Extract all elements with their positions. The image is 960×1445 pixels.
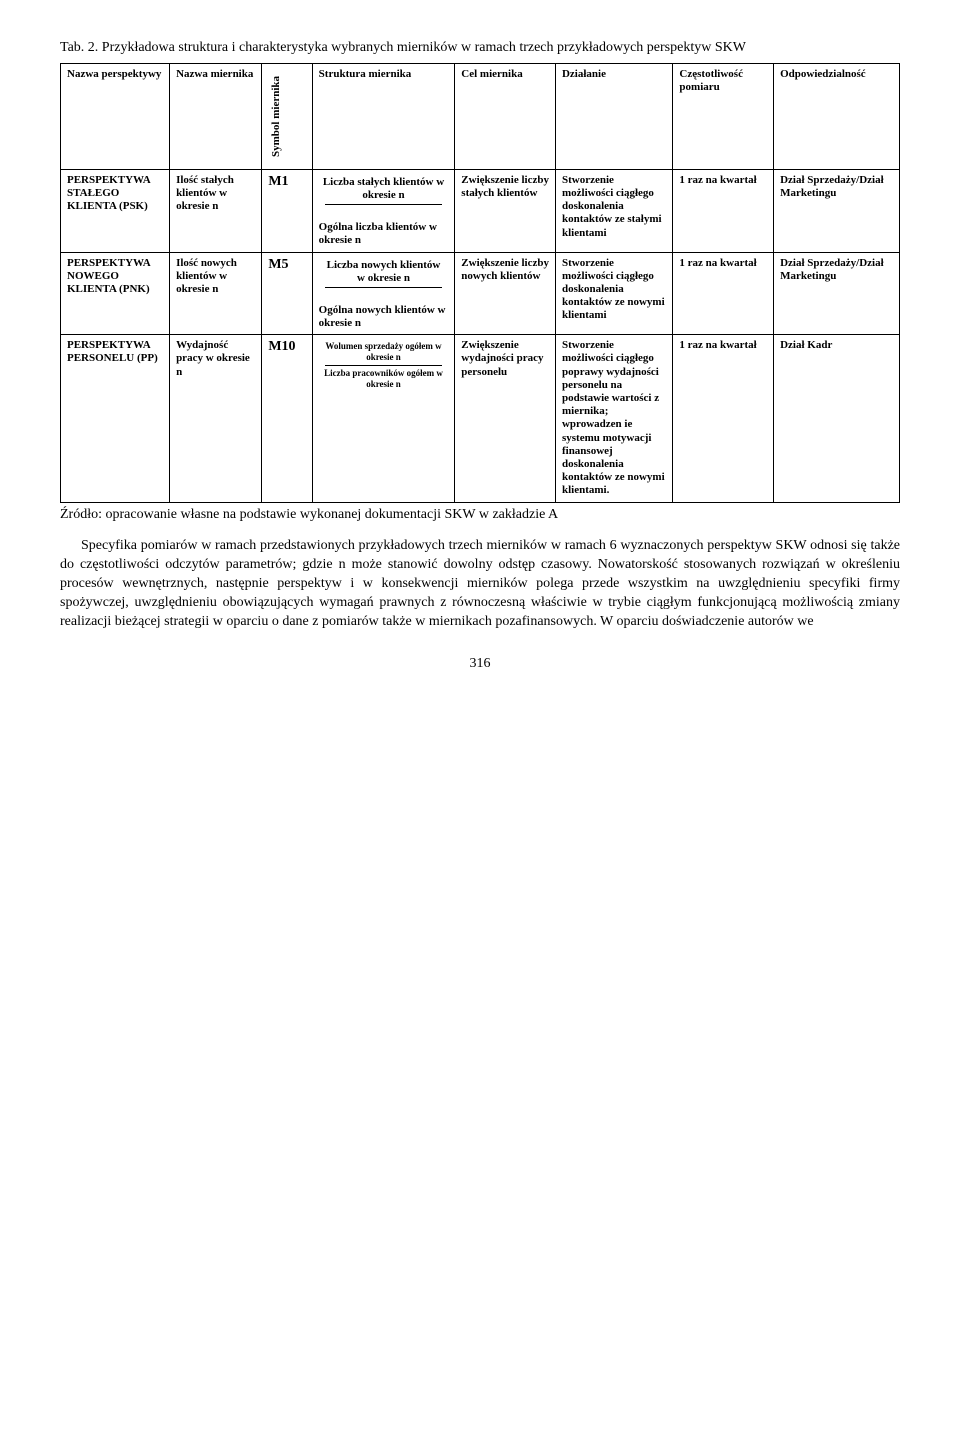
cell-sym: M5 [262, 252, 312, 335]
header-struct: Struktura miernika [312, 63, 455, 169]
table-caption: Tab. 2. Przykładowa struktura i charakte… [60, 40, 900, 57]
header-dzial: Działanie [555, 63, 672, 169]
cell-nazwa: Wydajność pracy w okresie n [170, 335, 262, 502]
cell-struct: Wolumen sprzedaży ogółem w okresie n Lic… [312, 335, 455, 502]
header-odp: Odpowiedzialność [774, 63, 900, 169]
cell-cel: Zwiększenie wydajności pracy personelu [455, 335, 556, 502]
cell-cel: Zwiększenie liczby nowych klientów [455, 252, 556, 335]
cell-persp: PERSPEKTYWA PERSONELU (PP) [61, 335, 170, 502]
cell-freq: 1 raz na kwartał [673, 335, 774, 502]
table-source: Źródło: opracowanie własne na podstawie … [60, 507, 900, 524]
header-symbol: Symbol miernika [262, 63, 312, 169]
cell-persp: PERSPEKTYWA STAŁEGO KLIENTA (PSK) [61, 169, 170, 252]
cell-freq: 1 raz na kwartał [673, 252, 774, 335]
body-paragraph: Specyfika pomiarów w ramach przedstawion… [60, 537, 900, 631]
table-row: PERSPEKTYWA STAŁEGO KLIENTA (PSK) Ilość … [61, 169, 900, 252]
table-row: PERSPEKTYWA NOWEGO KLIENTA (PNK) Ilość n… [61, 252, 900, 335]
cell-dzial: Stworzenie możliwości ciągłego doskonale… [555, 252, 672, 335]
cell-odp: Dział Sprzedaży/Dział Marketingu [774, 252, 900, 335]
cell-struct: Liczba stałych klientów w okresie n Ogól… [312, 169, 455, 252]
metrics-table: Nazwa perspektywy Nazwa miernika Symbol … [60, 63, 900, 503]
cell-nazwa: Ilość stałych klientów w okresie n [170, 169, 262, 252]
cell-dzial: Stworzenie możliwości ciągłego poprawy w… [555, 335, 672, 502]
header-persp: Nazwa perspektywy [61, 63, 170, 169]
table-row: PERSPEKTYWA PERSONELU (PP) Wydajność pra… [61, 335, 900, 502]
cell-struct: Liczba nowych klientów w okresie n Ogóln… [312, 252, 455, 335]
cell-sym: M1 [262, 169, 312, 252]
cell-odp: Dział Kadr [774, 335, 900, 502]
cell-odp: Dział Sprzedaży/Dział Marketingu [774, 169, 900, 252]
header-freq: Częstotliwość pomiaru [673, 63, 774, 169]
cell-nazwa: Ilość nowych klientów w okresie n [170, 252, 262, 335]
cell-persp: PERSPEKTYWA NOWEGO KLIENTA (PNK) [61, 252, 170, 335]
header-cel: Cel miernika [455, 63, 556, 169]
cell-cel: Zwiększenie liczby stałych klientów [455, 169, 556, 252]
table-header-row: Nazwa perspektywy Nazwa miernika Symbol … [61, 63, 900, 169]
cell-freq: 1 raz na kwartał [673, 169, 774, 252]
cell-dzial: Stworzenie możliwości ciągłego doskonale… [555, 169, 672, 252]
header-nazwa: Nazwa miernika [170, 63, 262, 169]
page-number: 316 [60, 656, 900, 673]
cell-sym: M10 [262, 335, 312, 502]
